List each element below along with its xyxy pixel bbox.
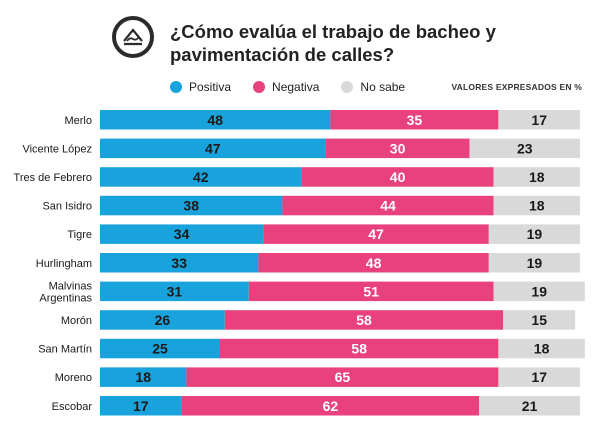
legend-swatch-positiva (170, 81, 182, 93)
bar-positiva-merlo (100, 110, 331, 130)
value-label-no-sabe-moreno: 17 (531, 369, 547, 385)
value-label-negativa-moreno: 65 (335, 369, 351, 385)
bar-no-sabe-vicente-lopez (469, 138, 580, 159)
legend-swatch-negativa (253, 81, 266, 93)
value-label-no-sabe-moron: 15 (531, 312, 547, 328)
bar-no-sabe-malvinas-argentinas (493, 281, 585, 302)
value-label-positiva-san-martin: 25 (152, 341, 168, 357)
bar-negativa-merlo (330, 110, 499, 130)
category-label-merlo: Merlo (64, 115, 92, 127)
bar-positiva-san-martin (100, 338, 220, 359)
bar-positiva-vicente-lopez (100, 138, 326, 159)
value-label-negativa-escobar: 62 (323, 398, 339, 414)
bar-no-sabe-hurlingham (488, 253, 580, 273)
value-label-positiva-tres-de-febrero: 42 (193, 169, 209, 185)
bar-positiva-moron (100, 310, 225, 330)
value-label-no-sabe-tres-de-febrero: 18 (529, 169, 545, 185)
value-label-positiva-moreno: 18 (135, 369, 151, 385)
bar-positiva-moreno (100, 367, 187, 387)
value-label-positiva-moron: 26 (155, 312, 171, 328)
category-label-hurlingham: Hurlingham (36, 258, 92, 270)
category-label-san-martin: San Martín (38, 344, 92, 356)
bar-negativa-san-isidro (282, 195, 494, 216)
value-label-no-sabe-malvinas-argentinas: 19 (531, 283, 547, 299)
category-label-tres-de-febrero: Tres de Febrero (14, 172, 92, 184)
value-label-no-sabe-tigre: 19 (527, 226, 543, 242)
value-label-negativa-san-isidro: 44 (380, 198, 396, 214)
bar-negativa-san-martin (220, 338, 499, 359)
value-label-negativa-tres-de-febrero: 40 (390, 169, 406, 185)
value-label-positiva-vicente-lopez: 47 (205, 140, 221, 156)
bar-no-sabe-san-martin (498, 338, 585, 359)
legend-item-no-sabe: No sabe (341, 80, 405, 94)
chart-title: ¿Cómo evalúa el trabajo de bacheo y pavi… (170, 21, 496, 65)
bar-no-sabe-tres-de-febrero (493, 167, 580, 187)
bar-negativa-hurlingham (258, 253, 489, 273)
legend-label-positiva: Positiva (189, 80, 232, 94)
legend-swatch-no-sabe (341, 81, 354, 93)
bar-negativa-tres-de-febrero (301, 167, 494, 187)
value-label-no-sabe-san-isidro: 18 (529, 198, 545, 214)
bar-positiva-tres-de-febrero (100, 167, 302, 187)
bar-positiva-tigre (100, 224, 264, 244)
road-patch-icon (123, 28, 143, 46)
value-label-no-sabe-escobar: 21 (522, 398, 538, 414)
category-label-vicente-lopez: Vicente López (22, 143, 92, 155)
legend-item-positiva: Positiva (170, 80, 231, 94)
legend: Positiva Negativa No sabe (170, 79, 427, 95)
units-note: VALORES EXPRESADOS EN % (451, 82, 582, 92)
bar-positiva-malvinas-argentinas (100, 281, 249, 302)
category-label-san-isidro: San Isidro (42, 201, 92, 213)
value-label-no-sabe-vicente-lopez: 23 (517, 140, 533, 156)
legend-label-negativa: Negativa (272, 80, 320, 94)
bar-negativa-tigre (263, 224, 489, 244)
value-label-negativa-moron: 58 (356, 312, 372, 328)
value-label-no-sabe-hurlingham: 19 (527, 255, 543, 271)
value-label-negativa-merlo: 35 (407, 112, 423, 128)
road-logo-icon (112, 16, 154, 58)
bar-negativa-moreno (186, 367, 499, 387)
bar-no-sabe-san-isidro (493, 195, 580, 216)
value-label-negativa-tigre: 47 (368, 226, 384, 242)
value-label-positiva-hurlingham: 33 (171, 255, 187, 271)
value-label-negativa-vicente-lopez: 30 (390, 140, 406, 156)
value-label-negativa-san-martin: 58 (351, 341, 367, 357)
value-label-no-sabe-san-martin: 18 (534, 341, 550, 357)
value-label-positiva-tigre: 34 (174, 226, 190, 242)
category-label-moron: Morón (61, 315, 92, 327)
category-label-moreno: Moreno (55, 372, 92, 384)
bar-positiva-san-isidro (100, 195, 283, 216)
value-label-no-sabe-merlo: 17 (531, 112, 547, 128)
bar-no-sabe-merlo (498, 110, 580, 130)
value-label-negativa-hurlingham: 48 (366, 255, 382, 271)
bar-no-sabe-tigre (488, 224, 580, 244)
category-label-tigre: Tigre (67, 229, 92, 241)
value-label-positiva-san-isidro: 38 (183, 198, 199, 214)
category-label-escobar: Escobar (52, 401, 93, 413)
value-label-positiva-merlo: 48 (207, 112, 223, 128)
bar-no-sabe-moron (503, 310, 576, 330)
legend-label-no-sabe: No sabe (360, 80, 406, 94)
value-label-positiva-malvinas-argentinas: 31 (167, 283, 183, 299)
bar-negativa-vicente-lopez (325, 138, 470, 159)
bar-no-sabe-moreno (498, 367, 580, 387)
bar-negativa-moron (224, 310, 504, 330)
bar-negativa-malvinas-argentinas (248, 281, 494, 302)
category-label-malvinas-argentinas: Malvinas Argentinas (39, 280, 92, 304)
bar-positiva-hurlingham (100, 253, 259, 273)
bar-positiva-escobar (100, 396, 182, 416)
value-label-positiva-escobar: 17 (133, 398, 149, 414)
bar-negativa-escobar (181, 396, 480, 416)
bar-no-sabe-escobar (479, 396, 580, 416)
value-label-negativa-malvinas-argentinas: 51 (363, 283, 379, 299)
legend-item-negativa: Negativa (253, 80, 319, 94)
